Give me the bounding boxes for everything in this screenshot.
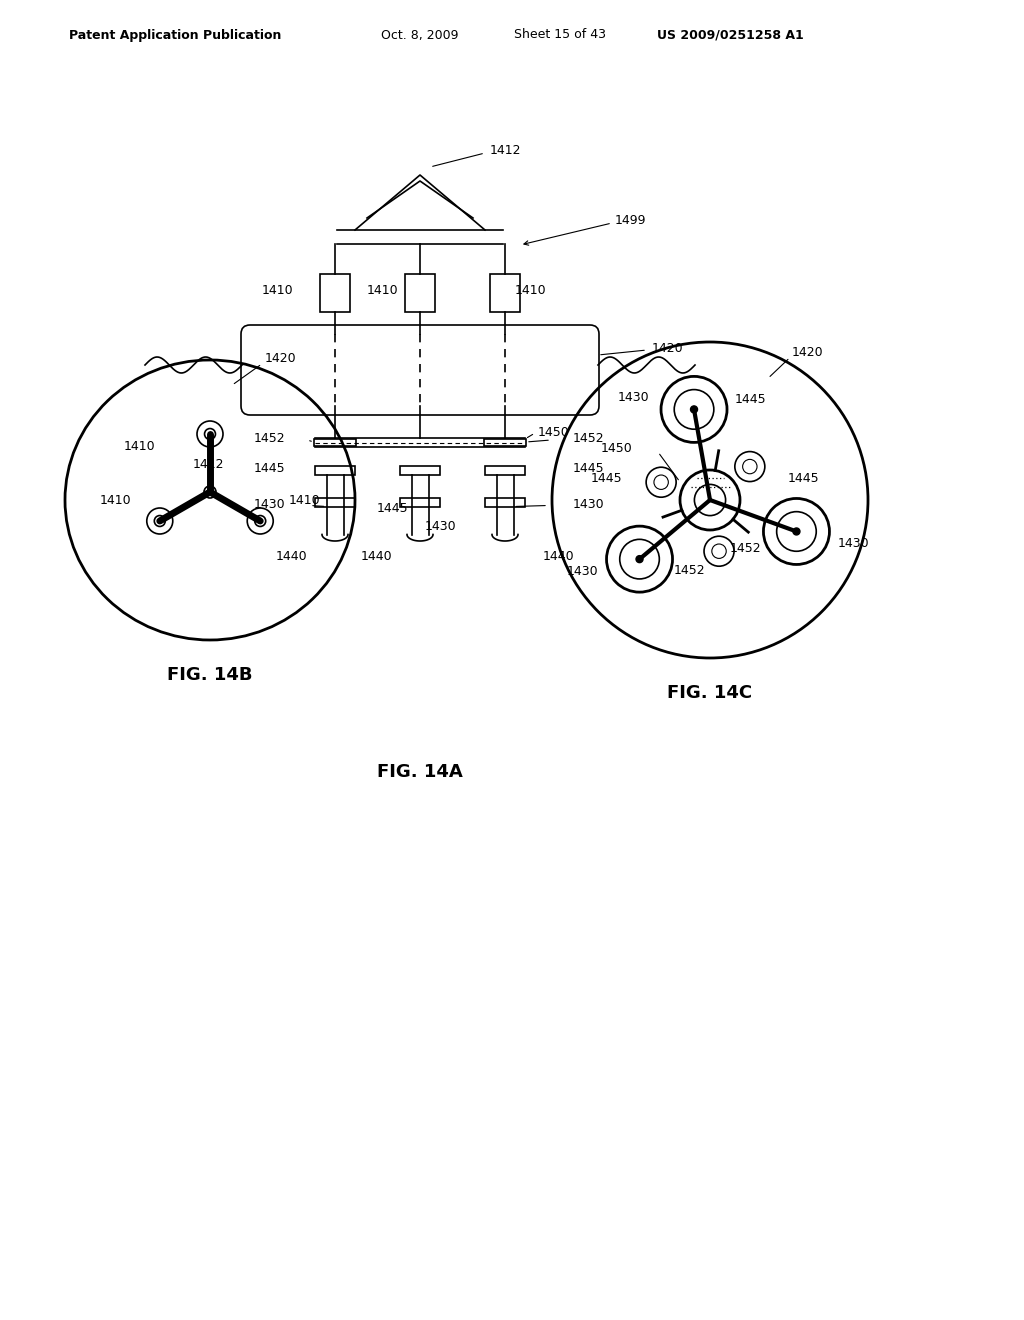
Text: 1452: 1452 [674,564,705,577]
Text: 1452: 1452 [253,433,285,446]
Circle shape [636,556,643,562]
Text: 1420: 1420 [652,342,684,355]
Text: 1445: 1445 [735,393,767,405]
Text: 1410: 1410 [100,495,132,507]
Bar [319,275,350,312]
Text: 1440: 1440 [543,550,574,564]
Text: 1440: 1440 [360,550,392,564]
Text: 1430: 1430 [567,565,598,578]
Text: 1452: 1452 [573,433,604,446]
Text: 1499: 1499 [615,214,646,227]
Text: 1445: 1445 [788,471,819,484]
Text: 1430: 1430 [838,537,869,550]
Bar [400,498,440,507]
Text: 1450: 1450 [600,441,632,454]
Text: 1430: 1430 [617,391,649,404]
Circle shape [793,528,800,535]
Text: 1412: 1412 [490,144,521,157]
Bar [490,275,520,312]
Text: Sheet 15 of 43: Sheet 15 of 43 [514,29,606,41]
Text: 1430: 1430 [425,520,457,533]
Text: 1410: 1410 [123,440,155,453]
Text: 1420: 1420 [792,346,823,359]
Text: 1430: 1430 [573,498,604,511]
Text: 1412: 1412 [193,458,224,470]
Text: FIG. 14A: FIG. 14A [377,763,463,781]
Bar [485,498,525,507]
Text: 1410: 1410 [367,285,398,297]
Text: FIG. 14B: FIG. 14B [167,667,253,684]
Bar [485,466,525,474]
Bar [314,438,356,446]
Text: 1445: 1445 [573,462,604,474]
Text: 1445: 1445 [591,471,622,484]
Circle shape [690,405,697,413]
Bar [406,275,435,312]
Bar [315,498,355,507]
Text: 1452: 1452 [730,541,762,554]
Text: 1410: 1410 [261,285,293,297]
Text: 1445: 1445 [253,462,285,474]
Text: 1445: 1445 [377,502,408,515]
Text: 1430: 1430 [253,498,285,511]
Text: Patent Application Publication: Patent Application Publication [69,29,282,41]
Bar [315,466,355,474]
Text: 1410: 1410 [288,495,319,507]
Bar [484,438,526,446]
Text: Oct. 8, 2009: Oct. 8, 2009 [381,29,459,41]
Bar [400,466,440,474]
Text: 1420: 1420 [265,352,297,366]
Text: 1450: 1450 [538,425,569,438]
Text: FIG. 14C: FIG. 14C [668,684,753,702]
Text: US 2009/0251258 A1: US 2009/0251258 A1 [656,29,804,41]
Text: 1440: 1440 [275,550,307,564]
Text: 1410: 1410 [515,285,547,297]
